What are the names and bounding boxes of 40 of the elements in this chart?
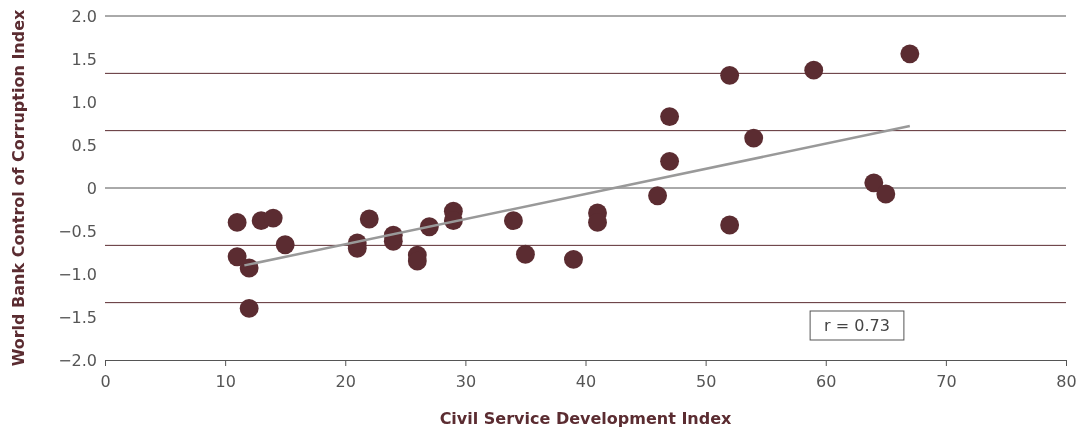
y-tick-label: −1.0: [58, 264, 97, 284]
x-tick-label: 50: [695, 371, 717, 391]
point: [503, 211, 523, 231]
point: [239, 298, 259, 318]
annotation: r = 0.73: [824, 316, 890, 335]
x-tick-label: 70: [936, 371, 957, 391]
point: [744, 128, 764, 148]
y-tick-label: −2.0: [58, 350, 97, 370]
point: [516, 244, 535, 264]
point: [864, 173, 884, 193]
y-tick-label: 1.5: [71, 49, 97, 69]
point: [660, 151, 680, 171]
x-tick-label: 30: [455, 371, 477, 391]
x-tick-label: 0: [100, 371, 111, 391]
point: [227, 212, 247, 232]
point: [564, 249, 583, 269]
y-tick-label: −1.5: [58, 307, 97, 327]
y-tick-label: 0.5: [71, 135, 97, 155]
y-axis-title: World Bank Control of Corruption Index: [9, 8, 28, 367]
point: [900, 44, 920, 64]
x-tick-label: 20: [335, 371, 356, 391]
point: [804, 60, 824, 80]
x-tick-label: 60: [816, 371, 837, 391]
point: [275, 235, 295, 255]
point: [720, 65, 740, 85]
point: [660, 107, 680, 127]
y-tick-label: 1.0: [71, 92, 97, 112]
point: [648, 186, 668, 206]
x-tick-label: 80: [1056, 371, 1077, 391]
x-tick-label: 10: [215, 371, 236, 391]
x-axis-title: Civil Service Development Index: [439, 409, 733, 428]
x-tick-label: 40: [575, 371, 597, 391]
point: [876, 184, 896, 204]
point: [359, 209, 379, 229]
point: [263, 208, 283, 228]
y-tick-label: 0: [86, 178, 97, 198]
point: [720, 215, 740, 235]
y-tick-label: −0.5: [58, 221, 97, 241]
point: [227, 247, 247, 267]
y-tick-label: 2.0: [71, 6, 97, 26]
